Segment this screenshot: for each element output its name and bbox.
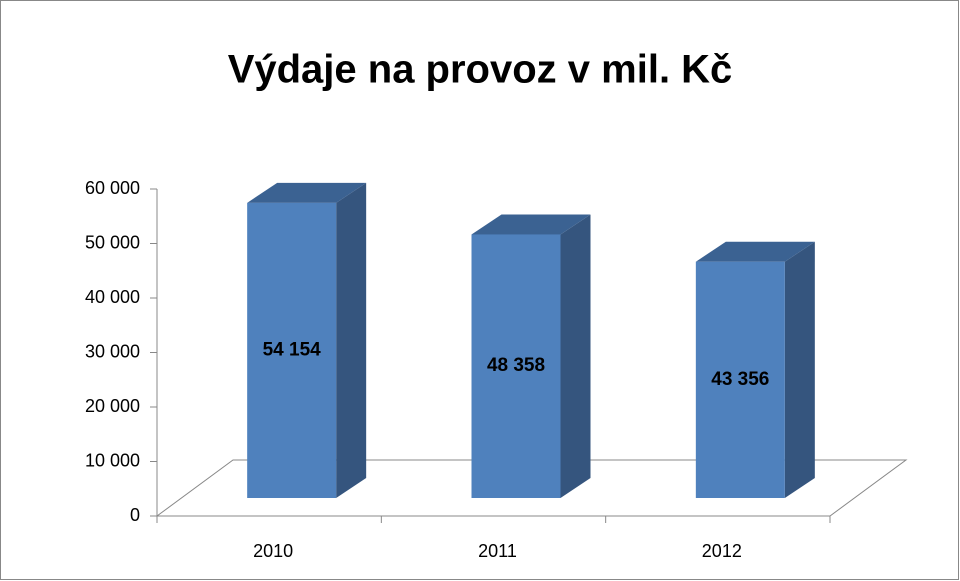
y-tick-label: 60 000 — [85, 178, 140, 198]
value-label: 48 358 — [487, 355, 545, 376]
value-label: 54 154 — [263, 339, 322, 360]
bar-top — [247, 182, 367, 203]
y-tick-label: 0 — [130, 505, 140, 525]
bar — [247, 202, 337, 498]
chart-title: Výdaje na provoz v mil. Kč — [228, 48, 733, 92]
x-tick-label: 2011 — [478, 541, 517, 561]
bar-side — [784, 241, 815, 499]
y-tick-label: 20 000 — [85, 396, 140, 416]
y-tick-label: 40 000 — [85, 287, 140, 307]
bar-side — [560, 214, 591, 498]
bar — [695, 261, 785, 498]
x-tick-label: 2010 — [253, 541, 293, 561]
bar-top — [471, 214, 591, 235]
bar-top — [695, 241, 815, 262]
value-label: 43 356 — [711, 369, 769, 390]
y-tick-label: 50 000 — [85, 232, 140, 252]
y-tick-label: 30 000 — [85, 341, 140, 361]
x-tick-label: 2012 — [702, 541, 742, 561]
bar-side — [336, 182, 367, 498]
y-tick-label: 10 000 — [85, 450, 140, 470]
bar — [471, 234, 561, 498]
